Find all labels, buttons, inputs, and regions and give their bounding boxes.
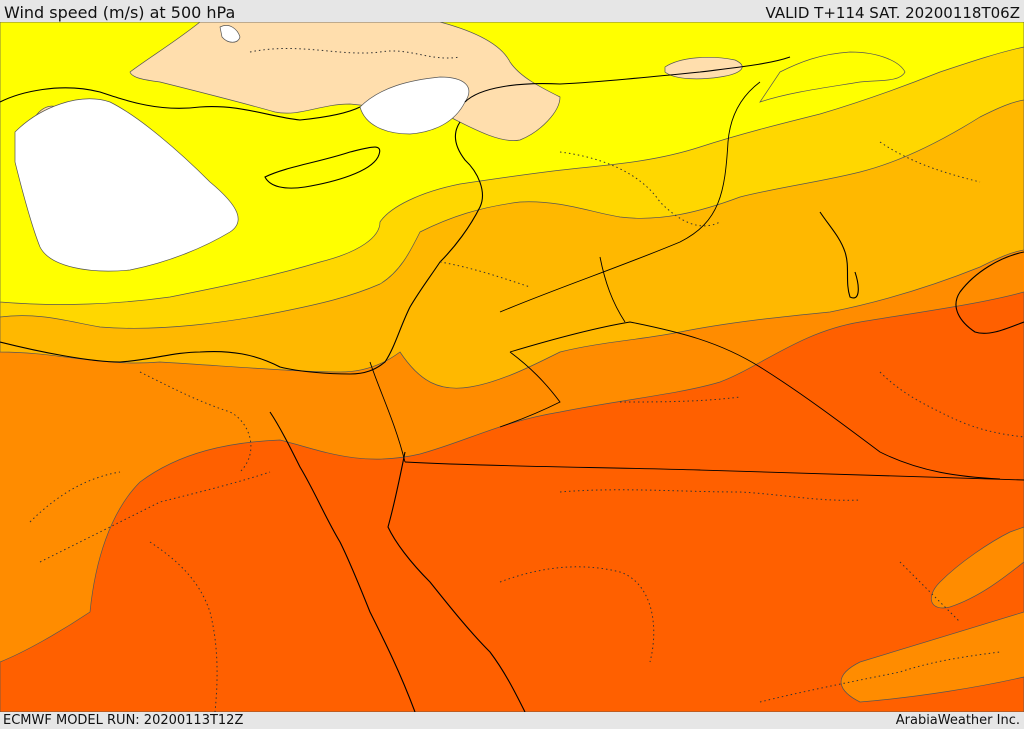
map-title: Wind speed (m/s) at 500 hPa xyxy=(4,3,236,22)
credit-label: ArabiaWeather Inc. xyxy=(895,713,1020,728)
band-orange-pocket xyxy=(930,526,1024,609)
coastlines xyxy=(0,56,1024,712)
internal-boundaries xyxy=(29,47,1024,712)
footer-bar: ECMWF MODEL RUN: 20200113T12Z ArabiaWeat… xyxy=(0,712,1024,729)
header-bar: Wind speed (m/s) at 500 hPa VALID T+114 … xyxy=(0,0,1024,22)
band-red-orange xyxy=(0,291,1024,712)
model-run-label: ECMWF MODEL RUN: 20200113T12Z xyxy=(3,713,244,728)
map-canvas xyxy=(0,22,1024,712)
wind-speed-map xyxy=(0,22,1024,712)
band-white-west xyxy=(14,98,239,272)
band-yellow-east xyxy=(759,51,906,103)
valid-time-label: VALID T+114 SAT. 20200118T06Z xyxy=(765,4,1020,22)
band-white-small xyxy=(219,25,241,43)
